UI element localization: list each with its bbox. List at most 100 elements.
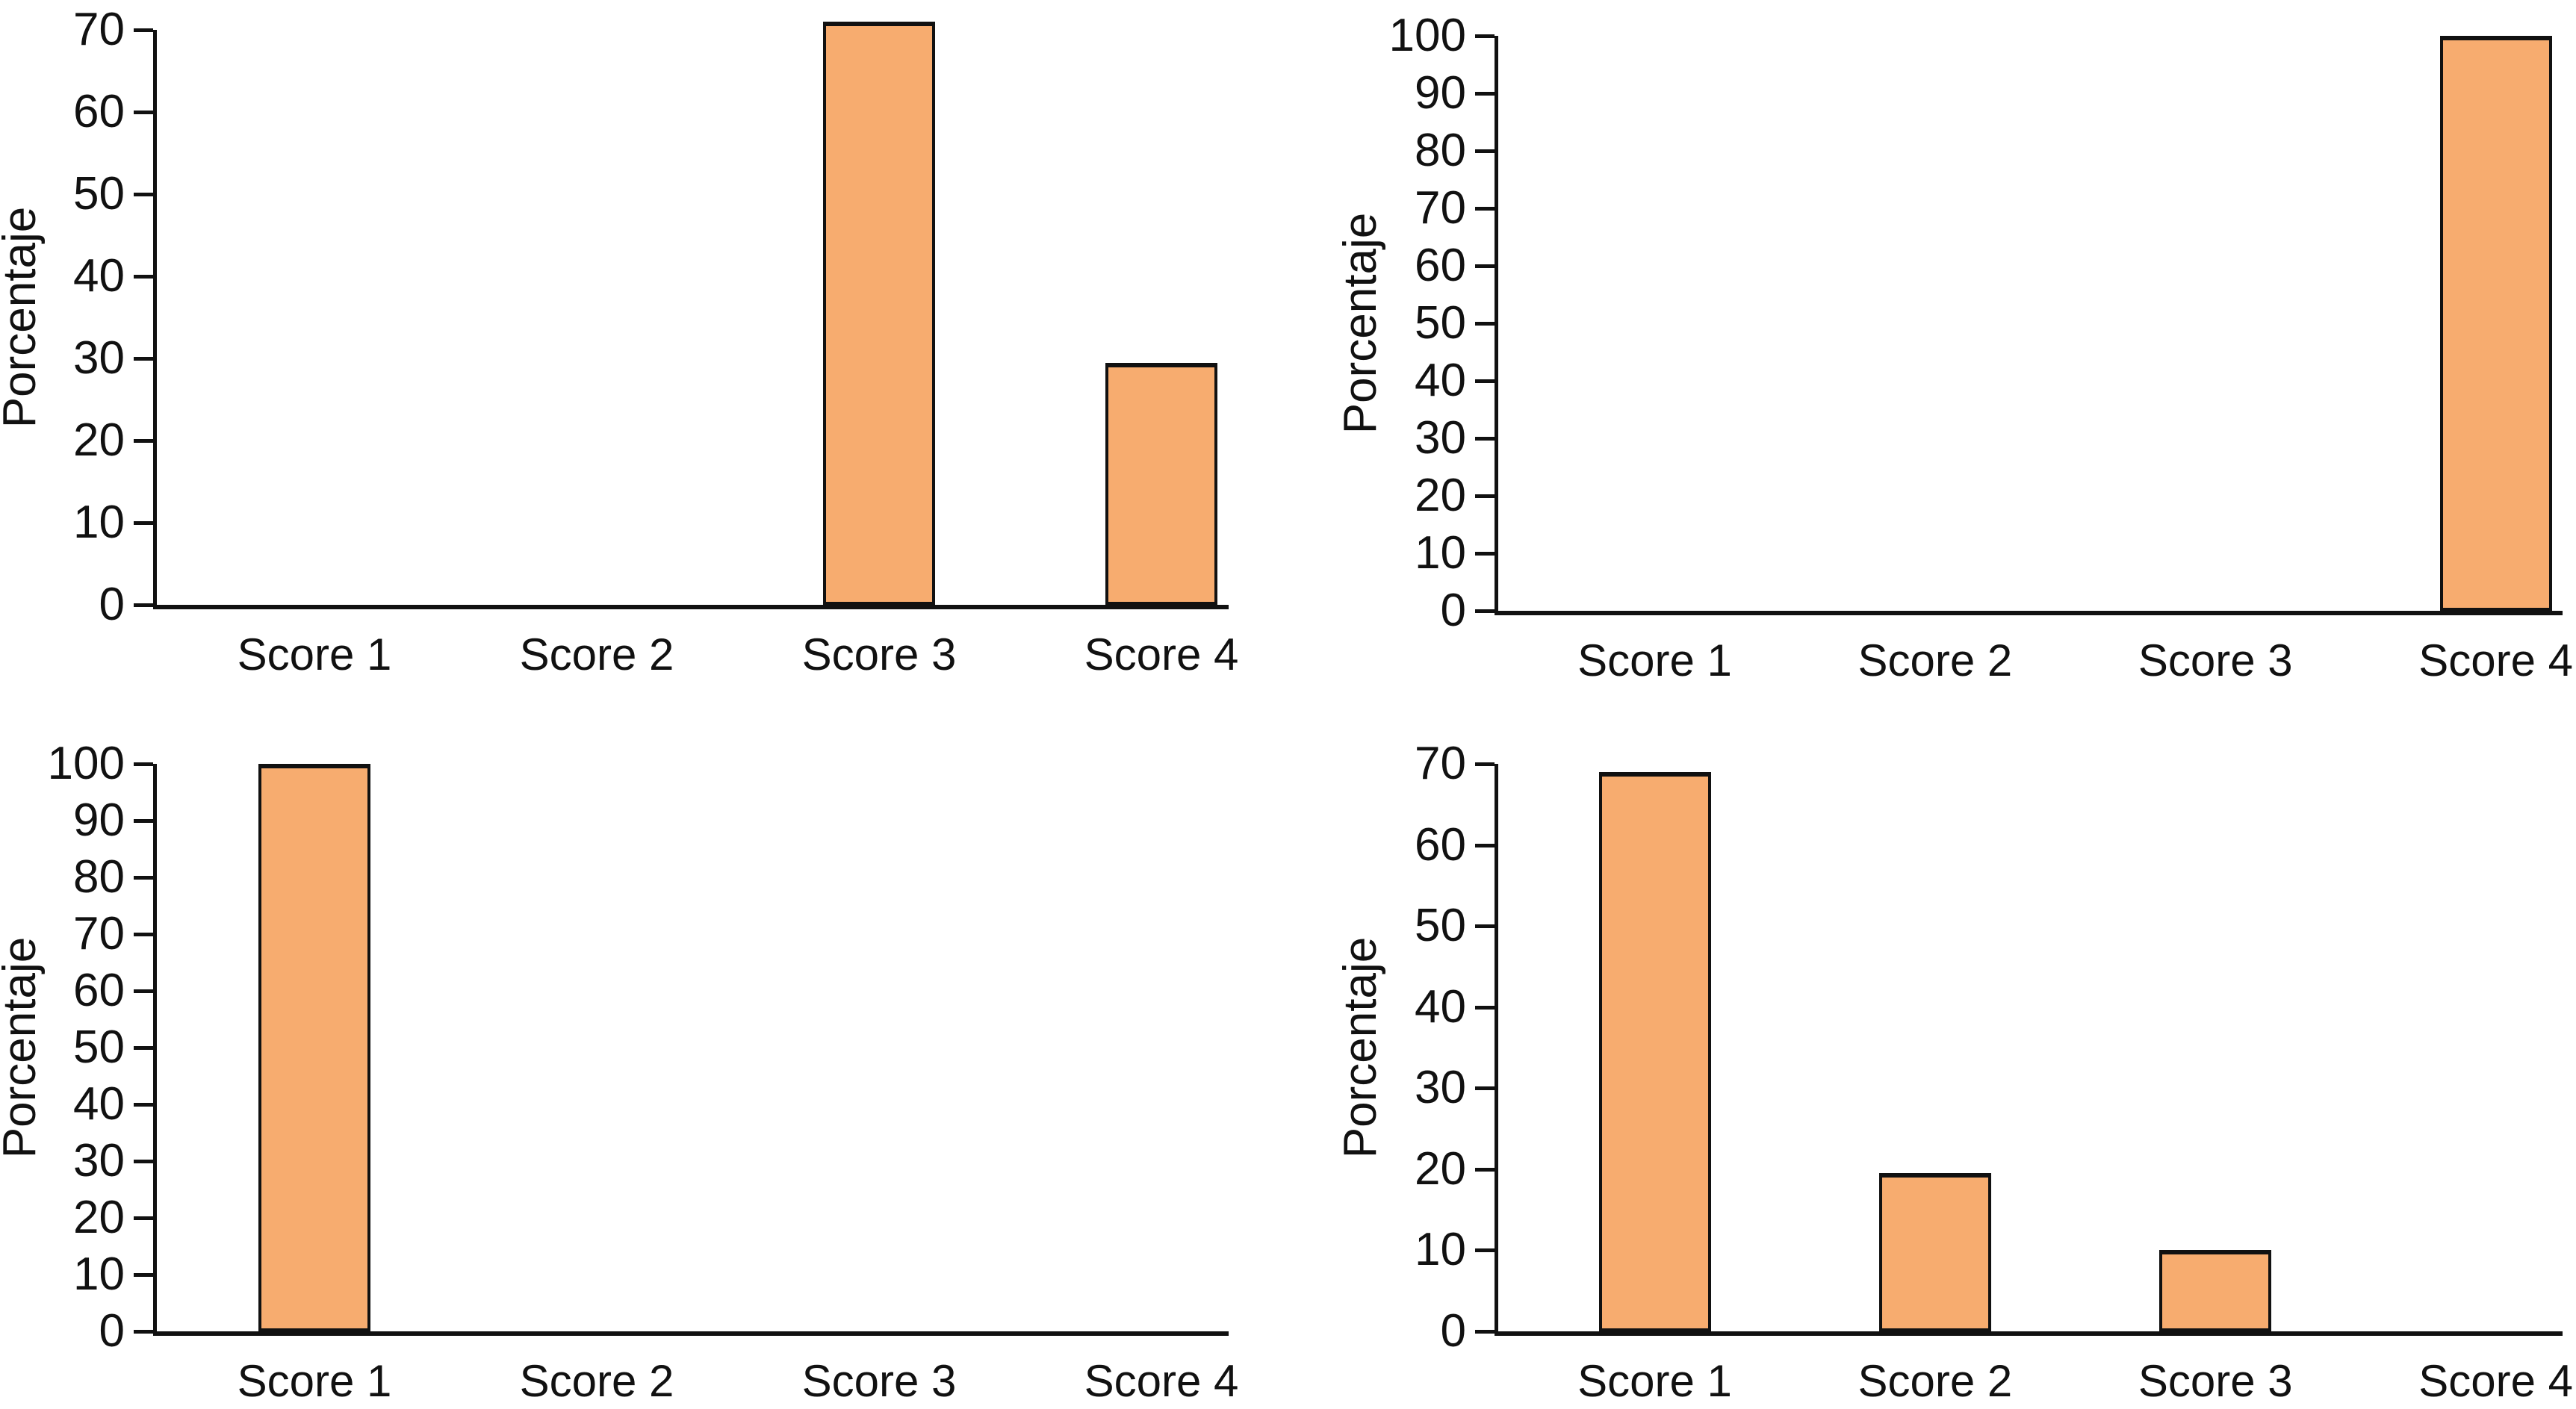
y-tick-mark-90 bbox=[1475, 92, 1495, 96]
y-tick-label-0: 0 bbox=[1440, 585, 1466, 636]
x-axis-line bbox=[1495, 611, 2563, 615]
y-tick-mark-40 bbox=[1475, 1005, 1495, 1010]
y-tick-label-90: 90 bbox=[73, 794, 125, 846]
x-label-score-3: Score 3 bbox=[801, 1356, 957, 1406]
x-label-score-2: Score 2 bbox=[1857, 635, 2013, 685]
y-tick-label-10: 10 bbox=[1415, 1224, 1466, 1276]
y-tick-mark-80 bbox=[134, 876, 153, 880]
y-tick-mark-40 bbox=[134, 275, 153, 279]
y-tick-label-70: 70 bbox=[1415, 738, 1466, 789]
y-tick-mark-20 bbox=[1475, 1167, 1495, 1172]
y-tick-label-0: 0 bbox=[99, 579, 125, 630]
x-label-score-4: Score 4 bbox=[2418, 635, 2574, 685]
y-tick-label-100: 100 bbox=[47, 738, 125, 789]
y-tick-mark-70 bbox=[1475, 207, 1495, 211]
y-axis-line bbox=[153, 30, 157, 605]
y-tick-label-60: 60 bbox=[73, 965, 125, 1016]
x-label-score-2: Score 2 bbox=[519, 629, 674, 679]
x-label-score-3: Score 3 bbox=[801, 629, 957, 679]
x-label-score-2: Score 2 bbox=[519, 1356, 674, 1406]
x-axis-line bbox=[1495, 1331, 2563, 1336]
y-tick-mark-50 bbox=[1475, 924, 1495, 929]
y-tick-mark-90 bbox=[134, 819, 153, 823]
y-tick-mark-60 bbox=[1475, 843, 1495, 847]
y-tick-label-30: 30 bbox=[73, 1135, 125, 1186]
y-tick-mark-40 bbox=[134, 1103, 153, 1107]
y-tick-label-80: 80 bbox=[73, 851, 125, 903]
y-tick-mark-30 bbox=[1475, 437, 1495, 441]
y-tick-mark-80 bbox=[1475, 149, 1495, 153]
y-tick-mark-50 bbox=[1475, 322, 1495, 326]
y-tick-mark-20 bbox=[134, 1216, 153, 1220]
y-tick-mark-10 bbox=[134, 521, 153, 525]
y-tick-label-50: 50 bbox=[73, 168, 125, 220]
y-tick-mark-70 bbox=[1475, 762, 1495, 766]
x-label-score-4: Score 4 bbox=[1084, 1356, 1239, 1406]
x-label-score-4: Score 4 bbox=[2418, 1356, 2574, 1406]
bar-score-3 bbox=[2159, 1250, 2272, 1331]
y-tick-mark-0 bbox=[134, 1330, 153, 1334]
bar-score-1 bbox=[1598, 771, 1711, 1331]
y-tick-mark-10 bbox=[1475, 1248, 1495, 1253]
y-tick-label-30: 30 bbox=[1415, 1062, 1466, 1114]
y-tick-mark-60 bbox=[134, 989, 153, 993]
y-tick-label-20: 20 bbox=[1415, 1142, 1466, 1195]
x-axis-line bbox=[153, 1331, 1229, 1336]
y-tick-mark-30 bbox=[134, 357, 153, 361]
y-tick-label-0: 0 bbox=[1440, 1305, 1466, 1357]
x-label-score-3: Score 3 bbox=[2138, 1356, 2293, 1406]
y-tick-label-80: 80 bbox=[1415, 125, 1466, 176]
y-tick-mark-0 bbox=[134, 603, 153, 607]
y-tick-label-100: 100 bbox=[1388, 10, 1466, 61]
y-tick-label-30: 30 bbox=[73, 332, 125, 384]
x-label-score-1: Score 1 bbox=[237, 629, 392, 679]
y-axis-line bbox=[1495, 36, 1498, 611]
x-label-score-1: Score 1 bbox=[237, 1356, 392, 1406]
x-axis-line bbox=[153, 605, 1229, 609]
y-tick-mark-40 bbox=[1475, 379, 1495, 383]
y-tick-label-70: 70 bbox=[1415, 182, 1466, 234]
x-label-score-2: Score 2 bbox=[1857, 1356, 2013, 1406]
y-tick-label-50: 50 bbox=[1415, 900, 1466, 952]
bar-score-1 bbox=[258, 764, 370, 1331]
y-tick-label-10: 10 bbox=[1415, 527, 1466, 579]
x-label-score-1: Score 1 bbox=[1577, 635, 1732, 685]
y-tick-mark-0 bbox=[1475, 609, 1495, 613]
y-tick-mark-10 bbox=[134, 1273, 153, 1277]
y-tick-label-10: 10 bbox=[73, 497, 125, 548]
bar-score-4 bbox=[1105, 362, 1217, 605]
bar-score-2 bbox=[1878, 1173, 1991, 1331]
y-tick-mark-70 bbox=[134, 28, 153, 32]
y-tick-label-70: 70 bbox=[73, 908, 125, 959]
y-tick-mark-50 bbox=[134, 1046, 153, 1050]
y-tick-mark-10 bbox=[1475, 552, 1495, 556]
y-tick-label-60: 60 bbox=[1415, 818, 1466, 871]
y-tick-label-0: 0 bbox=[99, 1305, 125, 1357]
y-tick-mark-60 bbox=[1475, 264, 1495, 268]
y-tick-mark-60 bbox=[134, 111, 153, 114]
y-axis-line bbox=[1495, 764, 1498, 1331]
y-axis-line bbox=[153, 764, 157, 1331]
y-tick-mark-100 bbox=[1475, 34, 1495, 38]
y-tick-label-50: 50 bbox=[73, 1021, 125, 1073]
x-label-score-3: Score 3 bbox=[2138, 635, 2293, 685]
y-tick-label-60: 60 bbox=[73, 86, 125, 137]
y-tick-mark-20 bbox=[1475, 494, 1495, 498]
y-tick-label-40: 40 bbox=[1415, 980, 1466, 1033]
y-tick-label-40: 40 bbox=[1415, 355, 1466, 406]
y-tick-label-40: 40 bbox=[73, 1078, 125, 1130]
y-tick-label-30: 30 bbox=[1415, 412, 1466, 464]
y-tick-label-20: 20 bbox=[73, 414, 125, 466]
y-tick-mark-100 bbox=[134, 762, 153, 766]
x-label-score-4: Score 4 bbox=[1084, 629, 1239, 679]
y-tick-label-60: 60 bbox=[1415, 240, 1466, 291]
y-tick-mark-20 bbox=[134, 439, 153, 443]
y-tick-mark-0 bbox=[1475, 1330, 1495, 1334]
bar-score-3 bbox=[823, 22, 935, 605]
y-tick-label-10: 10 bbox=[73, 1248, 125, 1300]
y-tick-label-50: 50 bbox=[1415, 297, 1466, 349]
